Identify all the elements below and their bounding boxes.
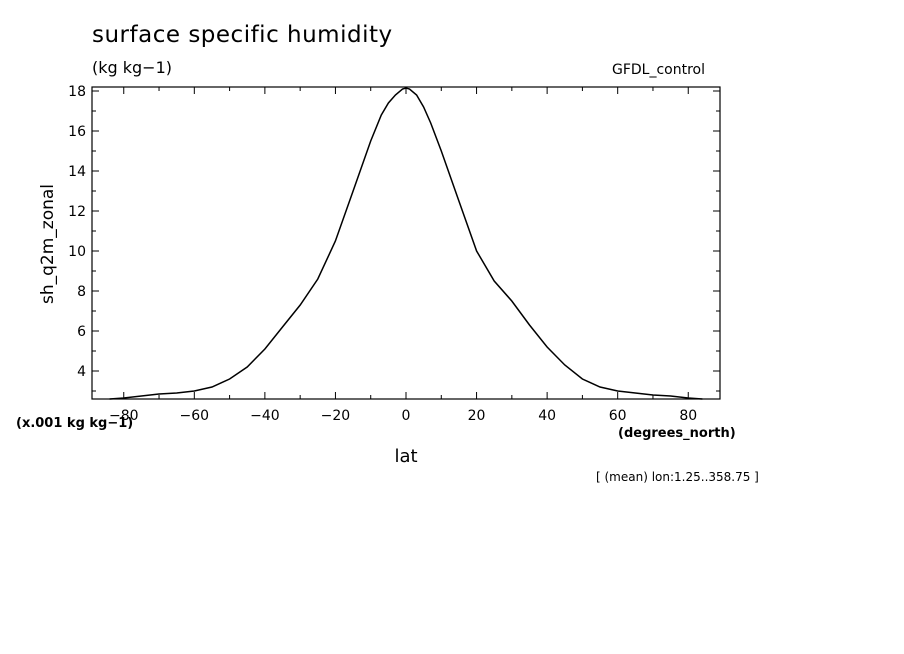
averaging-note: [ (mean) lon:1.25..358.75 ]: [596, 470, 759, 484]
x-tick-label: 20: [468, 408, 486, 424]
y-tick-label: 4: [77, 364, 86, 380]
dataset-label: GFDL_control: [612, 62, 706, 78]
y-tick-label: 18: [68, 84, 86, 100]
y-axis-label: sh_q2m_zonal: [38, 183, 58, 305]
x-tick-label: 40: [538, 408, 556, 424]
y-tick-label: 8: [77, 284, 86, 300]
y-tick-label: 10: [68, 244, 86, 260]
y-tick-label: 14: [68, 164, 86, 180]
x-tick-label: −20: [321, 408, 351, 424]
y-axis: 4 6 8 10 12 14 16 18: [68, 84, 720, 392]
x-axis-label: lat: [394, 446, 418, 467]
x-tick-label: −60: [180, 408, 210, 424]
x-axis: −80 −60 −40 −20 0 20 40 60 80: [109, 87, 697, 424]
y-tick-label: 12: [68, 204, 86, 220]
y-tick-label: 6: [77, 324, 86, 340]
x-tick-label: 80: [679, 408, 697, 424]
x-tick-label: −40: [250, 408, 280, 424]
x-tick-label: 60: [609, 408, 627, 424]
y-tick-label: 16: [68, 124, 86, 140]
x-tick-label: 0: [402, 408, 411, 424]
y-scale-note: (x.001 kg kg−1): [16, 416, 134, 431]
x-tick-label: −80: [109, 408, 139, 424]
series-line: [109, 87, 703, 400]
chart-title: surface specific humidity: [92, 22, 393, 48]
plot-frame: [91, 86, 721, 400]
chart-units: (kg kg−1): [92, 58, 172, 77]
x-axis-units: (degrees_north): [618, 426, 736, 441]
